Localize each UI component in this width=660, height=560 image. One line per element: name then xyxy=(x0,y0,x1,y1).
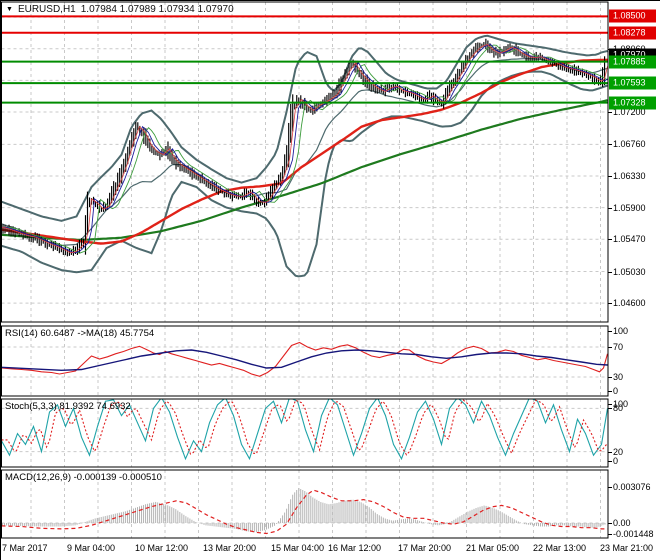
stoch-tick-label: 100 xyxy=(613,399,629,409)
time-tick-label: 21 Mar 05:00 xyxy=(466,543,520,553)
rsi-indicator-label: RSI(14) 60.6487 ->MA(18) 45.7754 xyxy=(5,328,155,339)
time-tick-label: 16 Mar 12:00 xyxy=(328,543,382,553)
axis-tick-mark xyxy=(608,377,612,378)
axis-tick-mark xyxy=(608,144,612,146)
time-tick-label: 22 Mar 13:00 xyxy=(533,543,587,553)
stoch-indicator-label: Stoch(5,3,3) 81.9392 74.6932 xyxy=(5,401,131,412)
axis-tick-mark xyxy=(608,486,612,488)
axis-tick-mark xyxy=(608,461,612,462)
price-level-badge: 1.07593 xyxy=(609,76,656,90)
price-tick-label: 1.06330 xyxy=(613,170,646,181)
ohlc-values: 1.07984 1.07989 1.07934 1.07970 xyxy=(80,4,234,15)
axis-tick-mark xyxy=(608,451,612,453)
axis-tick-mark xyxy=(608,112,612,113)
axis-tick-mark xyxy=(608,391,612,392)
stoch-tick-label: 0 xyxy=(613,456,619,466)
rsi-tick-label: 30 xyxy=(613,372,624,382)
price-level-badge: 1.07885 xyxy=(609,55,656,69)
stoch-tick-label: 80 xyxy=(613,403,624,414)
stoch-tick-label: 20 xyxy=(613,446,624,457)
time-tick-label: 13 Mar 20:00 xyxy=(203,543,257,553)
price-level-badge: 1.07328 xyxy=(609,96,656,110)
axis-tick-mark xyxy=(608,523,612,524)
price-tick-label: 1.05030 xyxy=(613,266,646,277)
axis-tick-mark xyxy=(608,303,612,305)
price-tick-label: 1.06760 xyxy=(613,139,646,150)
axis-tick-mark xyxy=(608,408,612,410)
time-tick-label: 7 Mar 2017 xyxy=(2,543,48,553)
axis-tick-mark xyxy=(608,404,612,405)
symbol-period-label: EURUSD,H1 xyxy=(17,4,76,15)
price-tick-label: 1.05470 xyxy=(613,234,646,245)
axis-tick-mark xyxy=(608,175,612,177)
chart-header: ▼ EURUSD,H1 1.07984 1.07989 1.07934 1.07… xyxy=(6,4,234,15)
macd-indicator-label: MACD(12,26,9) -0.000139 -0.000510 xyxy=(5,472,162,483)
macd-tick-label: 0.003076 xyxy=(613,481,651,492)
axis-tick-mark xyxy=(608,534,612,535)
macd-tick-label: -0.001448 xyxy=(613,529,654,539)
price-tick-label: 1.05900 xyxy=(613,202,646,213)
axis-tick-mark xyxy=(608,271,612,273)
axis-tick-mark xyxy=(608,331,612,332)
price-level-badge: 1.08278 xyxy=(609,26,656,40)
chart-dropdown-icon[interactable]: ▼ xyxy=(6,5,13,13)
macd-tick-label: 0.00 xyxy=(613,518,631,528)
price-tick-label: 1.08060 xyxy=(613,44,646,54)
price-level-badge: 1.08500 xyxy=(609,9,656,23)
axis-tick-mark xyxy=(608,239,612,241)
time-tick-label: 15 Mar 04:00 xyxy=(271,543,325,553)
time-tick-label: 17 Mar 20:00 xyxy=(398,543,452,553)
time-tick-label: 10 Mar 12:00 xyxy=(135,543,189,553)
price-tick-label: 1.04600 xyxy=(613,298,646,309)
rsi-tick-label: 70 xyxy=(613,342,624,352)
time-tick-label: 9 Mar 04:00 xyxy=(67,543,116,553)
rsi-tick-label: 0 xyxy=(613,386,619,396)
rsi-tick-label: 100 xyxy=(613,326,629,336)
price-tick-label: 1.07200 xyxy=(613,107,646,117)
axis-tick-mark xyxy=(608,347,612,348)
axis-tick-mark xyxy=(608,207,612,209)
time-tick-label: 23 Mar 21:00 xyxy=(600,543,654,553)
